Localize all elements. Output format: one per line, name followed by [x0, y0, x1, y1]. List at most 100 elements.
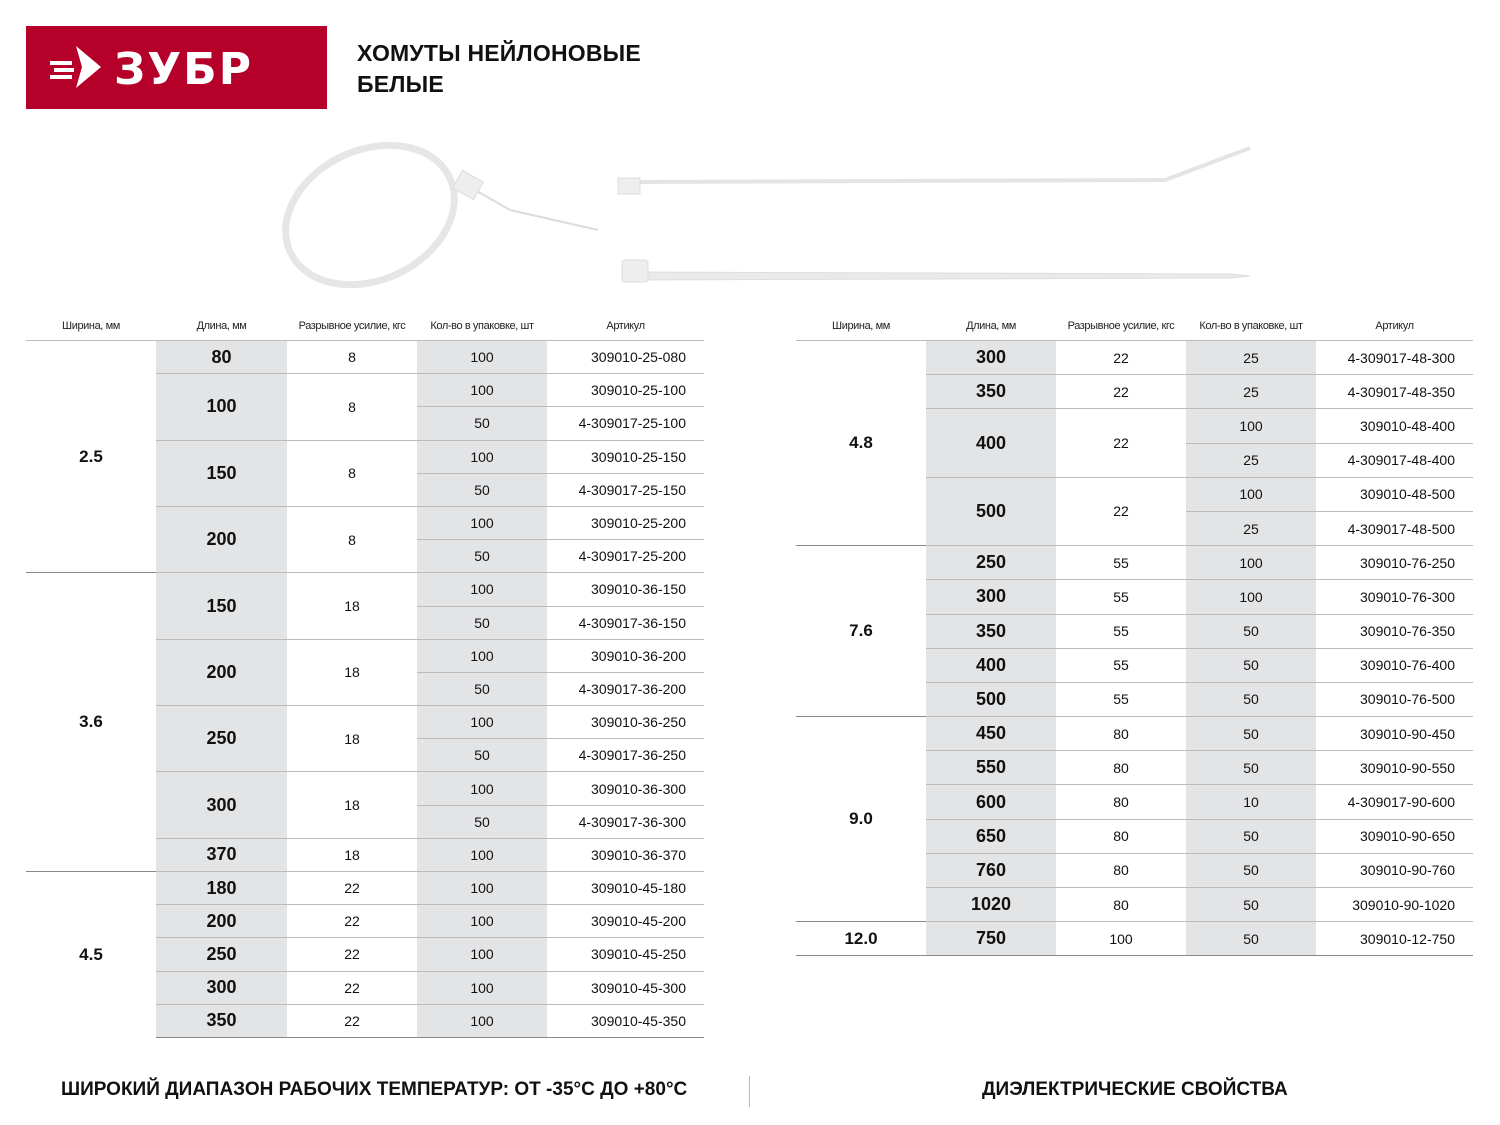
col-header-force: Разрывное усилие, кгс	[1056, 312, 1186, 341]
table-row: 50 4-309017-25-100	[26, 406, 704, 441]
article-cell: 309010-90-550	[1316, 750, 1473, 785]
length-cell: 300	[926, 579, 1056, 614]
article-cell: 309010-25-200	[547, 505, 704, 540]
force-cell: 22	[1056, 374, 1186, 409]
article-cell: 309010-12-750	[1316, 921, 1473, 957]
article-cell: 309010-36-150	[547, 572, 704, 606]
spec-table-left: Ширина, мм Длина, мм Разрывное усилие, к…	[26, 312, 704, 1038]
qty-cell: 50	[417, 804, 547, 839]
qty-cell: 50	[417, 406, 547, 441]
length-cell: 100	[156, 373, 287, 441]
qty-cell: 100	[1186, 579, 1316, 614]
article-cell: 309010-76-300	[1316, 579, 1473, 614]
force-cell: 22	[1056, 476, 1186, 546]
force-cell: 22	[287, 970, 417, 1005]
length-cell: 80	[156, 339, 287, 374]
table-row: 50 4-309017-36-200	[26, 671, 704, 706]
table-row: 3.6 150 18 100 309010-36-150	[26, 572, 704, 872]
table-row: 250 18 100 309010-36-250	[26, 705, 704, 772]
title-line-1: ХОМУТЫ НЕЙЛОНОВЫЕ	[357, 40, 641, 66]
qty-cell: 50	[1186, 647, 1316, 683]
force-cell: 55	[1056, 647, 1186, 683]
qty-cell: 100	[417, 1003, 547, 1038]
width-cell: 4.8	[796, 339, 926, 546]
table-row: 650 80 50 309010-90-650	[796, 818, 1473, 854]
article-cell: 309010-76-400	[1316, 647, 1473, 683]
article-cell: 4-309017-36-150	[547, 605, 704, 640]
table-row: 600 80 10 4-309017-90-600	[796, 784, 1473, 820]
table-row: 760 80 50 309010-90-760	[796, 852, 1473, 888]
article-cell: 4-309017-36-200	[547, 671, 704, 706]
table-row: 500 22 100 309010-48-500	[796, 476, 1473, 546]
qty-cell: 50	[1186, 681, 1316, 717]
table-row: 300 18 100 309010-36-300	[26, 771, 704, 839]
table-row: 350 22 100 309010-45-350	[26, 1003, 704, 1038]
width-cell: 3.6	[26, 572, 156, 872]
force-cell: 22	[287, 937, 417, 972]
article-cell: 309010-45-350	[547, 1003, 704, 1038]
table-row: 4.8 300 22 25 4-309017-48-300	[796, 339, 1473, 546]
force-cell: 22	[287, 870, 417, 905]
length-cell: 350	[156, 1003, 287, 1038]
force-cell: 80	[1056, 818, 1186, 854]
qty-cell: 100	[417, 439, 547, 474]
qty-cell: 100	[417, 771, 547, 806]
qty-cell: 50	[1186, 852, 1316, 888]
qty-cell: 100	[1186, 476, 1316, 512]
qty-cell: 50	[417, 472, 547, 507]
col-header-width: Ширина, мм	[796, 312, 926, 341]
article-cell: 309010-25-150	[547, 439, 704, 474]
table-row: 7.6 250 55 100 309010-76-250	[796, 545, 1473, 717]
qty-cell: 100	[417, 937, 547, 972]
table-row: 50 4-309017-36-300	[26, 804, 704, 839]
table-row: 50 4-309017-25-200	[26, 539, 704, 573]
qty-cell: 100	[417, 339, 547, 374]
force-cell: 18	[287, 572, 417, 640]
article-cell: 309010-76-250	[1316, 545, 1473, 580]
qty-cell: 50	[1186, 750, 1316, 785]
qty-cell: 100	[417, 373, 547, 407]
length-cell: 650	[926, 818, 1056, 854]
length-cell: 250	[156, 937, 287, 972]
article-cell: 309010-48-400	[1316, 408, 1473, 444]
force-cell: 80	[1056, 750, 1186, 785]
cable-ties-image	[282, 141, 1251, 289]
table-row: 500 55 50 309010-76-500	[796, 681, 1473, 717]
title-line-2: БЕЛЫЕ	[357, 71, 444, 97]
qty-cell: 100	[1186, 545, 1316, 580]
col-header-force: Разрывное усилие, кгс	[287, 312, 417, 341]
width-cell: 12.0	[796, 921, 926, 957]
length-cell: 200	[156, 904, 287, 938]
article-cell: 309010-36-370	[547, 837, 704, 872]
qty-cell: 25	[1186, 442, 1316, 478]
article-cell: 309010-76-350	[1316, 613, 1473, 649]
table-row: 12.0 750 100 50 309010-12-750	[796, 921, 1473, 957]
length-cell: 350	[926, 613, 1056, 649]
qty-cell: 50	[417, 605, 547, 640]
article-cell: 4-309017-25-200	[547, 539, 704, 573]
table-row: 4.5 180 22 100 309010-45-180	[26, 870, 704, 1038]
spec-table-right: Ширина, мм Длина, мм Разрывное усилие, к…	[796, 312, 1473, 957]
length-cell: 750	[926, 921, 1056, 957]
force-cell: 55	[1056, 681, 1186, 717]
length-cell: 550	[926, 750, 1056, 785]
article-cell: 309010-25-080	[547, 339, 704, 374]
article-cell: 4-309017-48-300	[1316, 339, 1473, 375]
qty-cell: 100	[417, 505, 547, 540]
force-cell: 8	[287, 339, 417, 374]
qty-cell: 10	[1186, 784, 1316, 820]
width-cell: 9.0	[796, 716, 926, 922]
svg-text:ЗУБР: ЗУБР	[114, 44, 253, 95]
length-cell: 450	[926, 716, 1056, 751]
qty-cell: 50	[417, 738, 547, 772]
length-cell: 150	[156, 439, 287, 507]
table-row: 400 22 100 309010-48-400	[796, 408, 1473, 478]
force-cell: 80	[1056, 852, 1186, 888]
force-cell: 100	[1056, 921, 1186, 957]
table-row: 300 55 100 309010-76-300	[796, 579, 1473, 614]
table-row: 150 8 100 309010-25-150	[26, 439, 704, 507]
qty-cell: 100	[417, 904, 547, 938]
article-cell: 309010-90-1020	[1316, 886, 1473, 922]
length-cell: 150	[156, 572, 287, 640]
